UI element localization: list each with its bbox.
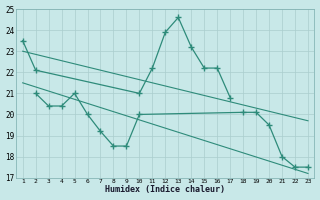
X-axis label: Humidex (Indice chaleur): Humidex (Indice chaleur) [105,185,225,194]
